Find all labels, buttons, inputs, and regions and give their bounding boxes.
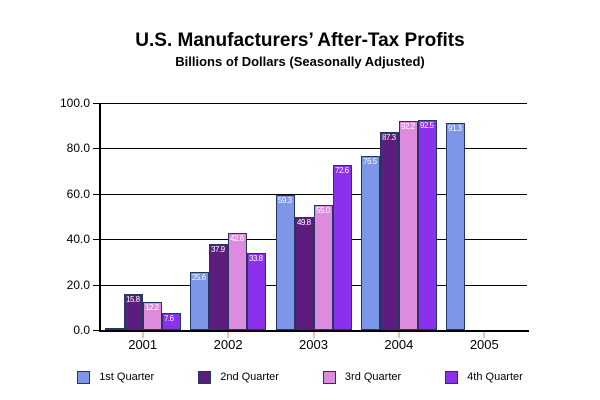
bar-value-label-2003-4th-quarter: 72.6: [334, 166, 350, 175]
bar-2003-2nd-quarter: [295, 217, 314, 330]
legend-label: 1st Quarter: [99, 371, 155, 383]
x-axis-tick: [483, 332, 485, 338]
bar-value-label-2005-1st-quarter: 91.3: [447, 124, 463, 133]
bar-value-label-2002-1st-quarter: 25.6: [191, 273, 207, 282]
x-axis-tick: [313, 332, 315, 338]
y-axis-tick-label: 60.0: [66, 187, 90, 201]
bar-value-label-2004-3rd-quarter: 92.2: [400, 122, 416, 131]
legend-item-1st-quarter: 1st Quarter: [77, 370, 154, 385]
x-axis-label-2002: 2002: [213, 337, 243, 352]
x-axis-label-2004: 2004: [384, 337, 414, 352]
bar-value-label-2004-1st-quarter: 76.5: [362, 157, 378, 166]
bar-value-label-2004-2nd-quarter: 87.3: [381, 133, 397, 142]
legend-swatch: [445, 371, 459, 384]
bar-2004-4th-quarter: [418, 120, 437, 330]
y-axis-tick-label: 40.0: [66, 232, 90, 246]
x-axis-tick: [227, 332, 229, 338]
bar-value-label-2002-4th-quarter: 33.8: [248, 254, 264, 263]
bar-2005-1st-quarter: [446, 123, 465, 330]
y-axis-tick: [93, 148, 99, 149]
x-axis-tick: [398, 332, 400, 338]
bar-2004-3rd-quarter: [399, 121, 418, 330]
legend-swatch: [198, 371, 212, 384]
gridline: [100, 148, 527, 149]
y-axis: [99, 103, 101, 330]
bar-value-label-2001-2nd-quarter: 15.8: [125, 295, 141, 304]
bar-value-label-2003-3rd-quarter: 55.0: [315, 206, 331, 215]
y-axis-tick: [93, 330, 99, 331]
legend-label: 4th Quarter: [467, 371, 523, 383]
x-axis-label-2003: 2003: [299, 337, 328, 352]
legend: 1st Quarter 2nd Quarter 3rd Quarter 4th Qua…: [0, 370, 600, 385]
chart-subtitle: Billions of Dollars (Seasonally Adjusted…: [175, 54, 425, 69]
y-axis-tick: [93, 285, 99, 286]
bar-value-label-2001-3rd-quarter: 12.2: [144, 303, 160, 312]
y-axis-tick-label: 0.0: [73, 323, 90, 337]
chart-title: U.S. Manufacturers’ After-Tax Profits: [135, 30, 465, 51]
bar-2003-4th-quarter: [333, 165, 352, 330]
legend-item-2nd-quarter: 2nd Quarter: [198, 370, 279, 385]
y-axis-tick: [93, 103, 99, 104]
bar-value-label-2003-1st-quarter: 59.3: [277, 196, 293, 205]
x-axis: [99, 330, 529, 332]
legend-label: 2nd Quarter: [220, 371, 279, 383]
bar-2004-2nd-quarter: [380, 132, 399, 330]
y-axis-tick-label: 100.0: [59, 96, 90, 110]
legend-item-3rd-quarter: 3rd Quarter: [322, 370, 402, 385]
x-axis-label-2001: 2001: [128, 337, 158, 352]
y-axis-tick: [93, 239, 99, 240]
bar-2004-1st-quarter: [361, 156, 380, 330]
bar-2001-1st-quarter: [105, 328, 124, 330]
y-axis-tick: [93, 194, 99, 195]
bar-2002-1st-quarter: [190, 272, 209, 330]
bar-2003-3rd-quarter: [314, 205, 333, 330]
bar-2002-2nd-quarter: [209, 244, 228, 330]
bar-value-label-2002-2nd-quarter: 37.9: [210, 245, 226, 254]
legend-item-4th-quarter: 4th Quarter: [445, 370, 523, 385]
bar-value-label-2003-2nd-quarter: 49.8: [296, 218, 312, 227]
x-axis-label-2005: 2005: [469, 337, 499, 352]
x-axis-tick: [142, 332, 144, 338]
legend-swatch: [322, 371, 336, 384]
y-axis-tick-label: 80.0: [66, 141, 90, 155]
bar-2002-4th-quarter: [247, 253, 266, 330]
bar-value-label-2001-4th-quarter: 7.6: [163, 314, 175, 323]
bar-2002-3rd-quarter: [228, 233, 247, 330]
legend-label: 3rd Quarter: [344, 371, 402, 383]
legend-swatch: [77, 371, 91, 384]
bar-2003-1st-quarter: [276, 195, 295, 330]
y-axis-tick-label: 20.0: [66, 278, 90, 292]
gridline: [100, 103, 527, 104]
gridline: [100, 194, 527, 195]
bar-value-label-2002-3rd-quarter: 42.6: [229, 234, 245, 243]
bar-value-label-2004-4th-quarter: 92.5: [419, 121, 435, 130]
